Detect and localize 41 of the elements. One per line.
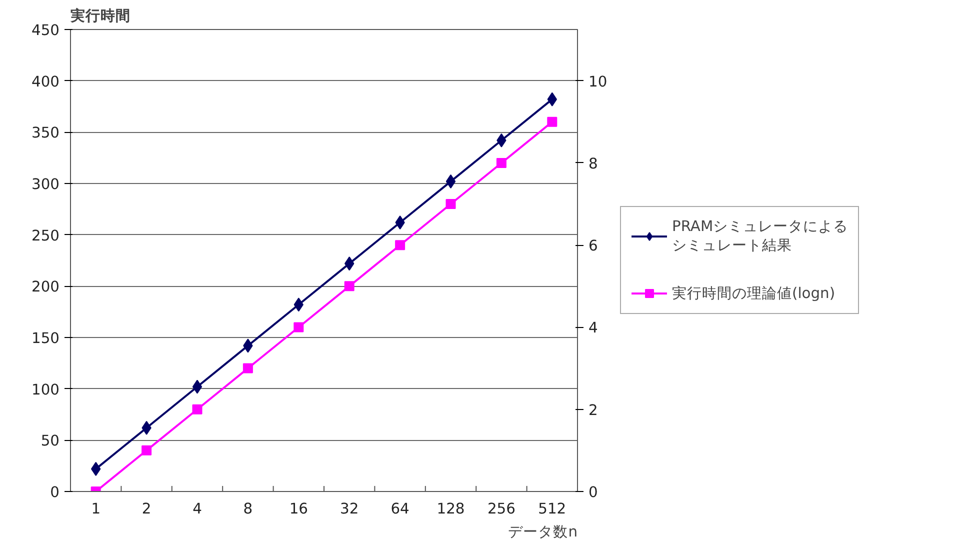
x-tick-label: 512: [538, 500, 566, 518]
point: [446, 199, 456, 210]
y-tick-label: 350: [32, 124, 60, 142]
y-tick-label: 250: [32, 227, 60, 244]
y2-tick-label: 6: [588, 238, 598, 255]
y-axis-title: 実行時間: [70, 6, 130, 24]
point: [294, 322, 304, 332]
point: [192, 380, 202, 394]
point: [344, 281, 354, 292]
y2-tick-label: 4: [588, 320, 598, 337]
point: [547, 116, 558, 127]
y2-tick-label: 8: [588, 155, 598, 172]
x-tick-label: 64: [390, 500, 410, 518]
x-tick-label: 2: [142, 500, 152, 518]
legend-label: PRAMシミュレータによるシミュレート結果: [672, 217, 848, 255]
x-tick-label: 4: [192, 500, 202, 518]
y-tick-label: 50: [40, 432, 60, 450]
point: [496, 158, 506, 168]
x-tick-label: 8: [243, 500, 253, 518]
y2-tick-label: 10: [588, 73, 608, 90]
y2-tick-label: 0: [588, 484, 598, 501]
x-tick-label: 1: [91, 500, 101, 518]
y-tick-label: 100: [32, 381, 60, 398]
point: [192, 404, 202, 414]
y-tick-label: 450: [32, 22, 60, 39]
x-axis-title: データ数n: [508, 524, 578, 540]
point: [446, 174, 456, 188]
x-tick-label: 256: [487, 500, 516, 518]
x-tick-label: 32: [340, 500, 359, 518]
y-tick-label: 150: [32, 330, 60, 347]
y2-tick-label: 2: [588, 402, 598, 419]
point: [242, 363, 253, 374]
y-tick-label: 400: [32, 73, 60, 90]
legend-label: 実行時間の理論値(logn): [672, 284, 836, 302]
x-tick-label: 128: [436, 500, 465, 518]
x-tick-label: 16: [289, 500, 308, 518]
point: [142, 445, 152, 456]
y-tick-label: 300: [32, 176, 60, 193]
y-tick-label: 0: [50, 484, 60, 501]
point: [395, 240, 406, 250]
y-tick-label: 200: [32, 278, 60, 296]
